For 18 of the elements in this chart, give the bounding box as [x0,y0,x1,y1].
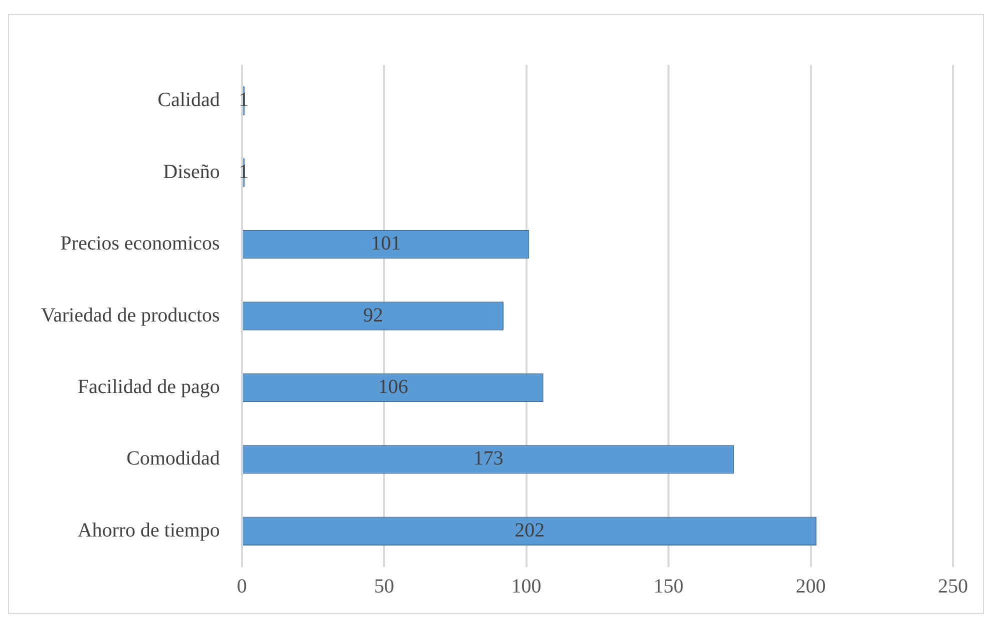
data-label: 202 [514,519,545,542]
data-label: 92 [363,304,384,326]
y-tick-label: Calidad [158,89,220,112]
y-tick-label: Ahorro de tiempo [78,519,220,542]
x-tick-label: 50 [374,575,394,598]
y-tick-label: Comodidad [126,448,220,470]
data-label: 106 [378,376,408,398]
x-tick-label: 200 [796,575,826,598]
x-tick-label: 0 [236,575,247,598]
y-tick-label: Precios economicos [60,232,220,255]
x-tick-label: 100 [511,575,542,598]
x-tick-label: 250 [938,575,968,598]
data-label: 173 [473,448,504,470]
y-tick-label: Diseño [163,160,220,183]
y-tick-label: Facilidad de pago [78,376,220,398]
y-tick-label: Variedad de productos [41,304,220,326]
x-tick-label: 150 [654,575,684,598]
data-label: 101 [370,232,401,255]
